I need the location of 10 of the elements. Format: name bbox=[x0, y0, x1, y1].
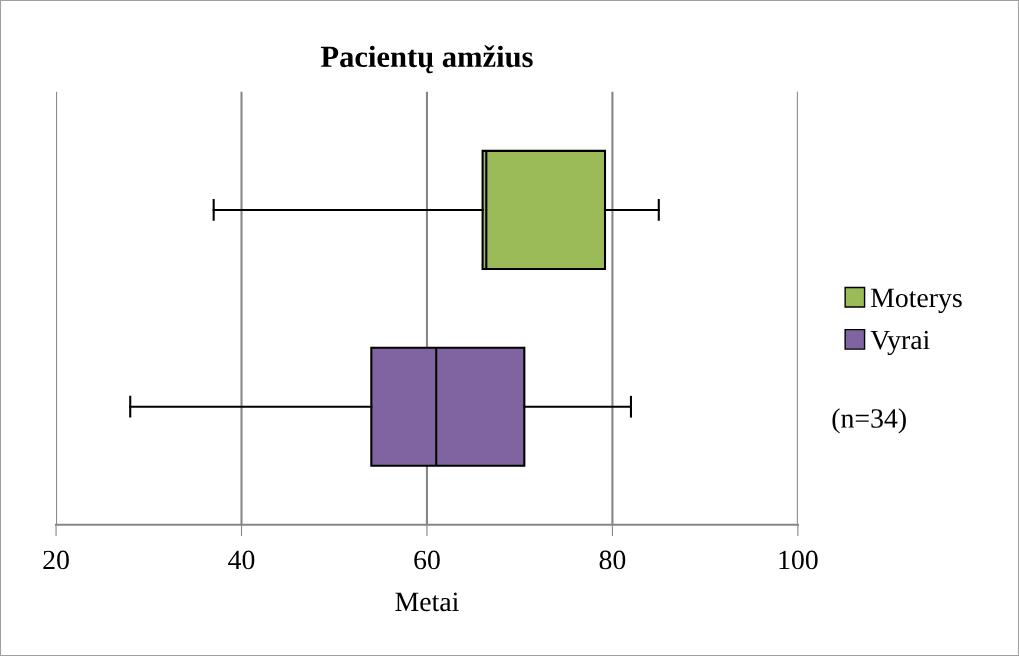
x-tick-label: 40 bbox=[228, 550, 255, 570]
x-tick-label: 100 bbox=[779, 550, 818, 570]
x-tick-label: 60 bbox=[414, 550, 440, 570]
chart-title: Pacientų amžius bbox=[320, 45, 533, 74]
legend-label: Moterys bbox=[870, 288, 962, 313]
text: (n=34) bbox=[832, 408, 906, 434]
legend-label: Vyrai bbox=[870, 330, 930, 356]
x-tick-label: 20 bbox=[43, 550, 69, 570]
x-axis-title: Metai bbox=[395, 592, 459, 612]
x-tick-label: 80 bbox=[599, 550, 626, 570]
